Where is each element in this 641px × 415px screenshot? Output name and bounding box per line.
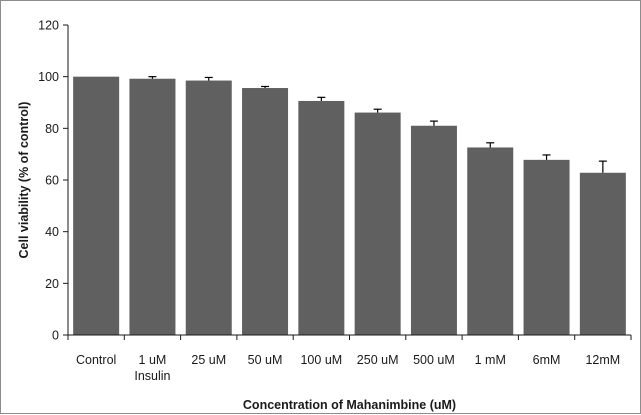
y-tick-label: 60 <box>45 174 59 188</box>
x-tick-label: Control <box>76 353 116 367</box>
y-tick-label: 20 <box>45 277 59 291</box>
x-axis-title: Concentration of Mahanimbine (uM) <box>243 398 456 412</box>
bar <box>467 147 514 335</box>
x-tick-label: 6mM <box>533 353 561 367</box>
bar <box>523 159 570 335</box>
y-tick-label: 120 <box>38 19 59 33</box>
x-tick-label: 1 uM <box>139 353 167 367</box>
x-tick-label: 250 uM <box>357 353 399 367</box>
y-tick-label: 100 <box>38 70 59 84</box>
y-tick-label: 40 <box>45 225 59 239</box>
bars-layer <box>73 76 626 336</box>
x-tick-label: 50 uM <box>248 353 283 367</box>
bar <box>410 125 457 335</box>
bar <box>73 76 120 336</box>
bar <box>354 112 401 335</box>
bar <box>185 80 232 336</box>
x-tick-label: 12mM <box>585 353 620 367</box>
x-tick-label: 25 uM <box>191 353 226 367</box>
y-axis-title: Cell viability (% of control) <box>17 102 31 259</box>
bar <box>579 172 626 335</box>
bar <box>298 100 345 335</box>
y-ticks-layer: 0 20 40 60 80 100 120 <box>38 19 68 343</box>
x-ticks-layer: Control 1 uM Insulin 25 uM 50 uM 100 uM 250 uM… <box>67 335 632 383</box>
y-tick-label: 80 <box>45 122 59 136</box>
bar <box>129 78 176 335</box>
x-tick-label: 500 uM <box>413 353 455 367</box>
x-tick-label: 100 uM <box>300 353 342 367</box>
x-tick-label: 1 mM <box>475 353 506 367</box>
bar <box>242 88 289 336</box>
x-tick-label: Insulin <box>134 369 170 383</box>
error-bars-layer <box>148 76 607 173</box>
y-tick-label: 0 <box>52 329 59 343</box>
